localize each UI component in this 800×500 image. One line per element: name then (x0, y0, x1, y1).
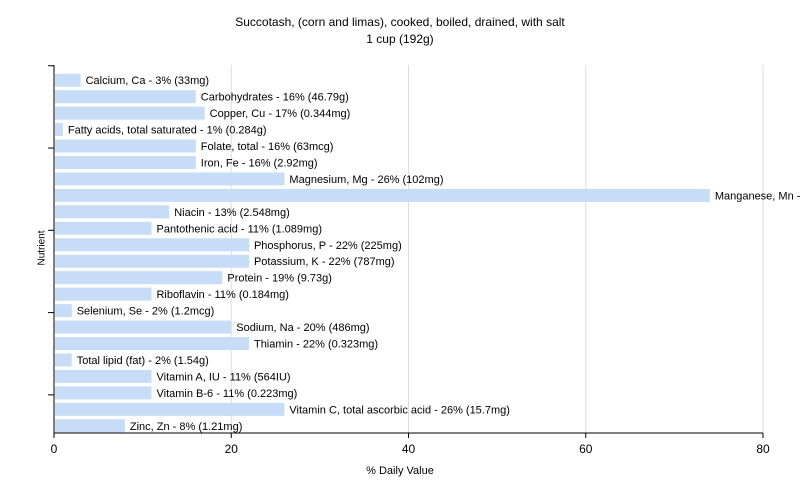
bar-label: Total lipid (fat) - 2% (1.54g) (77, 355, 209, 367)
bar (55, 419, 125, 433)
x-axis-label: % Daily Value (366, 465, 434, 477)
bar (55, 320, 232, 334)
bar-label: Fatty acids, total saturated - 1% (0.284… (68, 125, 267, 137)
bar (55, 386, 152, 400)
bar (55, 73, 81, 87)
bar (55, 221, 152, 235)
bar (55, 337, 249, 350)
y-axis-label: Nutrient (36, 230, 48, 266)
bar-label: Vitamin B-6 - 11% (0.223mg) (156, 388, 297, 400)
bar (55, 402, 285, 416)
bar (55, 238, 249, 252)
bar-label: Zinc, Zn - 8% (1.21mg) (130, 421, 242, 433)
x-tick-label: 40 (402, 442, 416, 456)
bar-label: Carbohydrates - 16% (46.79g) (201, 92, 349, 104)
bar-label: Selenium, Se - 2% (1.2mcg) (77, 306, 215, 318)
chart-subtitle: 1 cup (192g) (366, 32, 434, 46)
bar-label: Phosphorus, P - 22% (225mg) (254, 240, 402, 252)
bar (55, 90, 196, 104)
bar (55, 369, 152, 383)
bar (55, 304, 72, 318)
bar (55, 106, 205, 120)
bar-label: Magnesium, Mg - 26% (102mg) (289, 174, 443, 186)
bar (55, 254, 249, 268)
chart-title: Succotash, (corn and limas), cooked, boi… (235, 15, 565, 29)
bar (55, 205, 170, 219)
bar-label: Iron, Fe - 16% (2.92mg) (201, 158, 318, 170)
bar (55, 353, 72, 367)
bar (55, 156, 196, 169)
bar-label: Potassium, K - 22% (787mg) (254, 256, 395, 268)
x-tick-label: 80 (756, 442, 770, 456)
bar-label: Folate, total - 16% (63mcg) (201, 141, 334, 153)
x-tick-label: 0 (51, 442, 58, 456)
bar (55, 172, 285, 186)
x-tick-label: 20 (225, 442, 239, 456)
bar-label: Riboflavin - 11% (0.184mg) (156, 289, 288, 301)
x-tick-label: 60 (579, 442, 593, 456)
bar-label: Manganese, Mn - 74% (1.476mg) (715, 190, 800, 202)
bar-label: Sodium, Na - 20% (486mg) (236, 322, 369, 334)
bar (55, 188, 710, 202)
bar-label: Niacin - 13% (2.548mg) (174, 207, 290, 219)
bar (55, 139, 196, 153)
bar (55, 287, 152, 301)
bar-label: Pantothenic acid - 11% (1.089mg) (156, 223, 321, 235)
bar-label: Calcium, Ca - 3% (33mg) (86, 75, 209, 87)
bar-label: Protein - 19% (9.73g) (227, 273, 332, 285)
bar-label: Vitamin C, total ascorbic acid - 26% (15… (289, 404, 510, 416)
bar-label: Thiamin - 22% (0.323mg) (254, 339, 378, 351)
bar (55, 123, 63, 137)
bar-label: Vitamin A, IU - 11% (564IU) (156, 371, 290, 383)
bar (55, 271, 223, 285)
bar-label: Copper, Cu - 17% (0.344mg) (210, 108, 351, 120)
